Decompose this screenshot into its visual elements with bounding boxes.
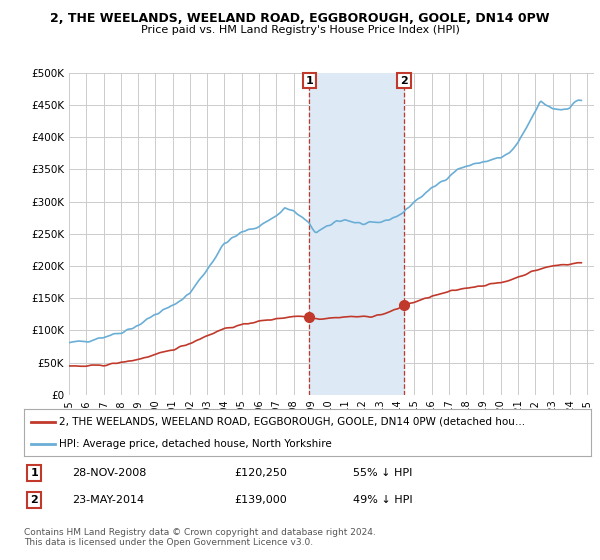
Text: 1: 1 xyxy=(31,468,38,478)
Text: 1: 1 xyxy=(305,76,313,86)
Text: £139,000: £139,000 xyxy=(234,494,287,505)
Text: 2: 2 xyxy=(400,76,408,86)
Text: 28-NOV-2008: 28-NOV-2008 xyxy=(72,468,146,478)
Text: Contains HM Land Registry data © Crown copyright and database right 2024.
This d: Contains HM Land Registry data © Crown c… xyxy=(24,528,376,547)
Text: 2, THE WEELANDS, WEELAND ROAD, EGGBOROUGH, GOOLE, DN14 0PW (detached hou…: 2, THE WEELANDS, WEELAND ROAD, EGGBOROUG… xyxy=(59,417,526,427)
Bar xyxy=(309,73,404,395)
Text: 2: 2 xyxy=(31,494,38,505)
Text: £120,250: £120,250 xyxy=(234,468,287,478)
Text: 55% ↓ HPI: 55% ↓ HPI xyxy=(353,468,412,478)
Text: Price paid vs. HM Land Registry's House Price Index (HPI): Price paid vs. HM Land Registry's House … xyxy=(140,25,460,35)
Text: 23-MAY-2014: 23-MAY-2014 xyxy=(72,494,145,505)
Text: HPI: Average price, detached house, North Yorkshire: HPI: Average price, detached house, Nort… xyxy=(59,438,332,449)
Text: 49% ↓ HPI: 49% ↓ HPI xyxy=(353,494,412,505)
Text: 2, THE WEELANDS, WEELAND ROAD, EGGBOROUGH, GOOLE, DN14 0PW: 2, THE WEELANDS, WEELAND ROAD, EGGBOROUG… xyxy=(50,12,550,25)
